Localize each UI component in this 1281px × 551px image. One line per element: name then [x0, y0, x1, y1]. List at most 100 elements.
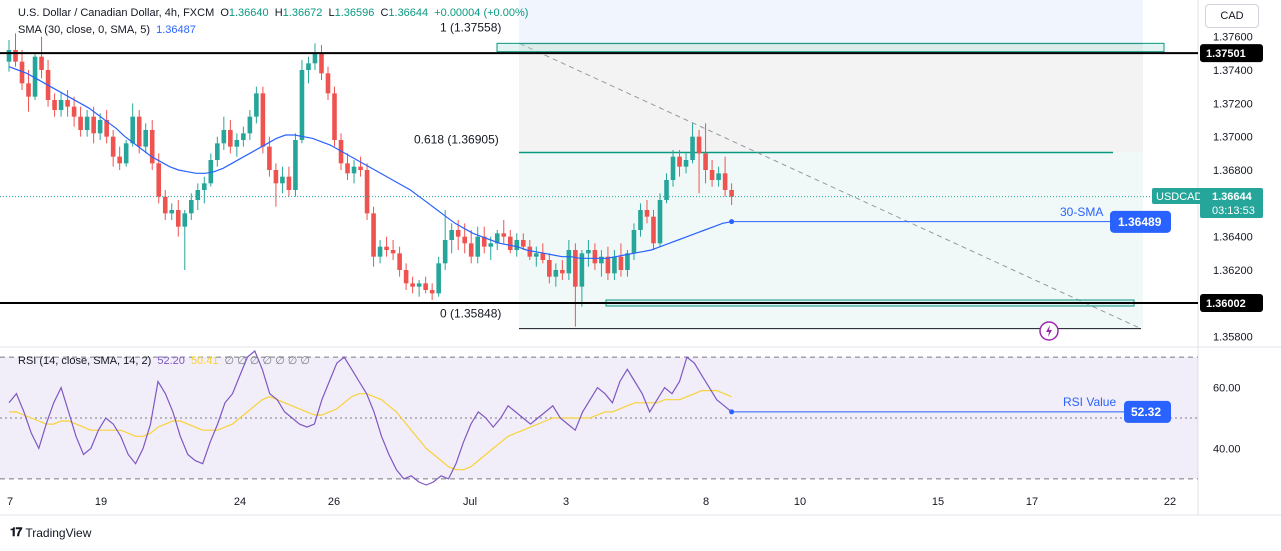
- time-tick-label: 3: [563, 496, 569, 508]
- candle: [429, 283, 435, 300]
- candle: [612, 250, 617, 280]
- candle-body: [117, 156, 122, 164]
- candle: [188, 193, 194, 220]
- candle: [299, 60, 305, 144]
- candle: [325, 66, 331, 100]
- candle: [586, 240, 591, 267]
- candle-body: [273, 170, 279, 184]
- time-tick-label: 17: [1026, 496, 1038, 508]
- candle: [182, 210, 188, 270]
- last-price-box: [1200, 188, 1263, 218]
- candle: [410, 276, 415, 294]
- candle-body: [345, 163, 350, 174]
- time-tick-label: 8: [703, 496, 709, 508]
- candle: [156, 153, 162, 204]
- sma-legend-label: SMA (30, close, 0, SMA, 5): [18, 24, 151, 36]
- time-tick-label: Jul: [463, 496, 477, 508]
- candle: [19, 50, 25, 90]
- rsi-value-box: [1124, 400, 1171, 423]
- candle: [534, 246, 539, 267]
- candle-body: [716, 173, 721, 180]
- candle: [638, 203, 643, 237]
- candle-body: [586, 250, 591, 254]
- ohlc-close-label: C: [380, 7, 389, 19]
- candle: [501, 220, 507, 244]
- candle: [507, 230, 513, 254]
- candle-body: [657, 200, 663, 244]
- candle: [78, 106, 83, 137]
- candle-body: [52, 100, 57, 110]
- candle-body: [390, 250, 396, 254]
- candle-body: [260, 93, 266, 147]
- candle-body: [560, 270, 565, 274]
- candle: [553, 263, 559, 287]
- bolt-icon: [1046, 325, 1052, 337]
- sma-legend[interactable]: SMA (30, close, 0, SMA, 5) 1.36487: [18, 24, 199, 36]
- candle: [494, 230, 500, 250]
- candle-body: [215, 143, 220, 160]
- price-label-box: [1200, 44, 1263, 63]
- rsi-legend-value: 52.20: [157, 355, 185, 367]
- candle: [514, 233, 520, 257]
- last-price-label: 1.36644: [1212, 191, 1253, 203]
- tradingview-brand[interactable]: 𝟏𝟕 TradingView: [10, 525, 91, 540]
- candle: [195, 183, 201, 210]
- candle-body: [208, 160, 214, 184]
- candle-body: [136, 116, 142, 147]
- candle-body: [351, 166, 357, 174]
- candle: [520, 233, 526, 250]
- candle: [13, 33, 18, 67]
- candle: [377, 240, 383, 264]
- candle: [657, 193, 663, 247]
- brand-name: TradingView: [25, 525, 92, 540]
- rsi-ma-line[interactable]: [9, 390, 732, 471]
- candle: [91, 106, 96, 144]
- candle-body: [455, 230, 461, 237]
- candle-body: [709, 170, 715, 180]
- candle-body: [78, 116, 83, 130]
- candle-body: [195, 190, 201, 200]
- candle: [475, 226, 481, 264]
- candle-body: [26, 83, 31, 97]
- candle: [709, 160, 715, 187]
- candle: [631, 223, 637, 260]
- candle-body: [436, 263, 441, 294]
- candle-body: [234, 140, 240, 147]
- candle: [716, 166, 721, 187]
- candle-body: [481, 236, 487, 247]
- symbol-label-box: [1152, 188, 1205, 204]
- candle: [481, 226, 487, 254]
- rsi-legend[interactable]: RSI (14, close, SMA, 14, 2) 52.20 50.41 …: [18, 354, 313, 367]
- candle: [104, 110, 109, 144]
- candle: [65, 90, 70, 117]
- rsi-tick-label: 60.00: [1213, 383, 1241, 395]
- candle: [273, 163, 279, 207]
- candle-body: [188, 200, 194, 214]
- candle: [618, 243, 624, 277]
- resistance-zone[interactable]: [496, 42, 1165, 53]
- sma-30-line[interactable]: [8, 66, 732, 259]
- candle-body: [162, 196, 168, 214]
- rsi-band-fill: [0, 357, 1198, 479]
- candle: [123, 140, 129, 167]
- candle: [644, 200, 650, 224]
- currency-button[interactable]: CAD: [1205, 4, 1259, 28]
- symbol-legend: U.S. Dollar / Canadian Dollar, 4h, FXCM …: [18, 7, 531, 19]
- candle-body: [690, 136, 695, 160]
- candle: [449, 223, 454, 254]
- candle-body: [547, 260, 552, 277]
- candle-body: [123, 143, 129, 164]
- rsi-line[interactable]: [8, 350, 732, 486]
- candle: [149, 120, 155, 170]
- candle-body: [293, 140, 298, 190]
- candle-body: [175, 210, 181, 227]
- candle-body: [241, 133, 246, 140]
- ohlc-close: 1.36644: [388, 7, 429, 19]
- candle-body: [358, 166, 363, 170]
- ohlc-low-label: L: [328, 7, 335, 19]
- candle-body: [423, 283, 428, 290]
- candle-body: [156, 163, 162, 197]
- candle-body: [149, 130, 155, 164]
- candle-body: [592, 250, 598, 264]
